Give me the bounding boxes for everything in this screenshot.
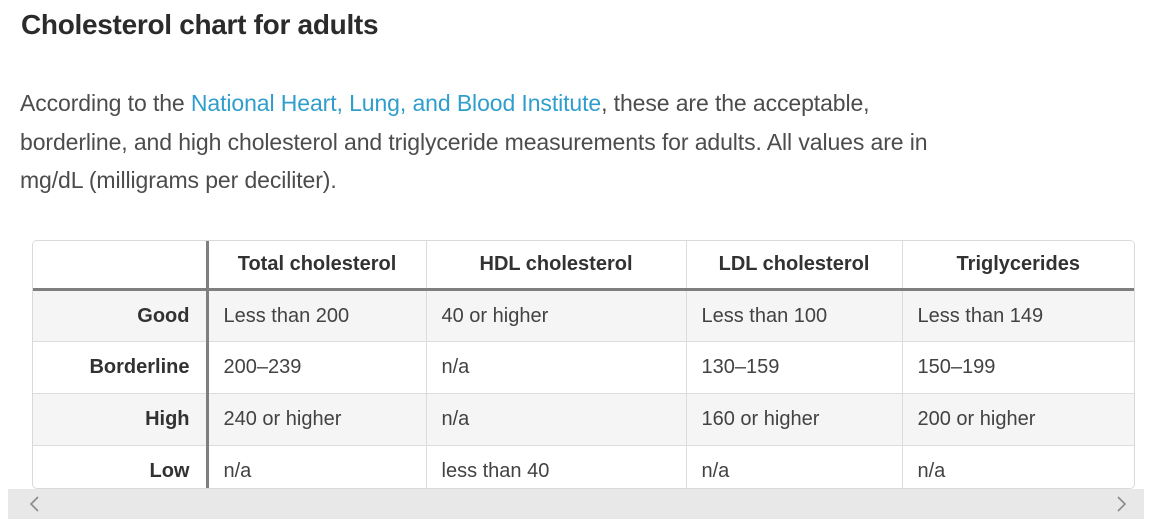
intro-text-2: , these are the acceptable, (601, 90, 870, 116)
table-cell: n/a (901, 445, 1134, 488)
table-cell: 160 or higher (685, 393, 902, 446)
table-cell: Less than 200 (223, 304, 350, 327)
intro-text-4: mg/dL (milligrams per deciliter). (20, 167, 337, 193)
table-cell: n/a (425, 341, 686, 394)
table-corner-cell (33, 240, 209, 291)
page-title: Cholesterol chart for adults (21, 9, 379, 40)
row-label: High (33, 393, 209, 446)
table-row-good: Good Less than 200 40 or higher Less tha… (33, 289, 1134, 342)
nhlbi-link[interactable]: National Heart, Lung, and Blood Institut… (190, 90, 602, 116)
table-cell: Less than 100 (685, 289, 902, 342)
table-cell: 40 or higher (425, 289, 686, 342)
table-cell: 200–239 (223, 356, 302, 378)
column-header-total-cholesterol: Total cholesterol (207, 240, 426, 291)
row-label: Low (33, 445, 209, 488)
table-cell: n/a (223, 460, 252, 483)
row-label: Borderline (33, 341, 209, 394)
intro-text-1: According to the (20, 90, 191, 116)
table-cell: less than 40 (425, 445, 686, 488)
article-section: Cholesterol chart for adults According t… (8, 9, 1162, 519)
chevron-right-icon[interactable] (1116, 495, 1128, 513)
cholesterol-table: Total cholesterol HDL cholesterol LDL ch… (32, 239, 1135, 489)
table-cell: n/a (425, 393, 686, 446)
column-header-hdl-cholesterol: HDL cholesterol (425, 240, 686, 291)
column-header-ldl-cholesterol: LDL cholesterol (685, 240, 902, 291)
intro-paragraph: According to the National Heart, Lung, a… (20, 84, 1162, 200)
table-row-borderline: Borderline 200–239 n/a 130–159 150–199 (33, 341, 1134, 394)
horizontal-scrollbar[interactable] (8, 488, 1144, 519)
table-cell: 200 or higher (901, 393, 1134, 446)
chevron-left-icon[interactable] (28, 495, 40, 513)
table-cell: n/a (685, 445, 902, 488)
table-header-row: Total cholesterol HDL cholesterol LDL ch… (33, 240, 1134, 291)
column-header-triglycerides: Triglycerides (901, 240, 1134, 291)
table-cell: 130–159 (685, 341, 902, 394)
row-label: Good (33, 289, 209, 342)
table-row-low: Low n/a less than 40 n/a n/a (33, 445, 1134, 488)
table-cell: 240 or higher (223, 408, 342, 430)
table-row-high: High 240 or higher n/a 160 or higher 200… (33, 393, 1134, 446)
table-cell: Less than 149 (901, 289, 1134, 342)
intro-text-3: borderline, and high cholesterol and tri… (20, 128, 928, 155)
table-cell: 150–199 (901, 341, 1134, 394)
